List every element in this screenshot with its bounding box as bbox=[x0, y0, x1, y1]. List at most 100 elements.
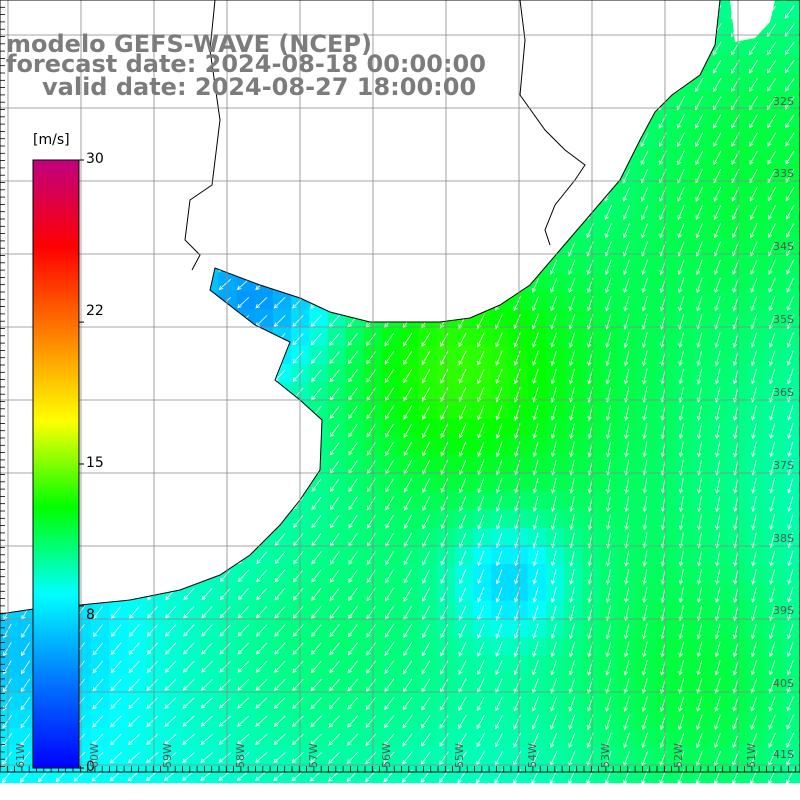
wind-arrow bbox=[551, 496, 557, 513]
wind-arrow bbox=[422, 514, 431, 530]
wind-cell bbox=[327, 564, 347, 583]
lat-label: 40S bbox=[773, 677, 794, 690]
wind-arrow bbox=[109, 733, 122, 746]
wind-arrow bbox=[237, 606, 249, 619]
wind-arrow bbox=[164, 697, 177, 709]
wind-arrow bbox=[733, 496, 739, 513]
wind-cell bbox=[182, 673, 201, 693]
wind-arrow bbox=[255, 679, 268, 691]
wind-arrow bbox=[274, 606, 286, 619]
wind-arrow bbox=[786, 223, 795, 238]
wind-arrow bbox=[385, 460, 394, 475]
wind-arrow bbox=[623, 332, 630, 349]
wind-arrow bbox=[255, 697, 268, 709]
wind-cell bbox=[400, 473, 420, 492]
wind-arrow bbox=[678, 423, 684, 440]
wind-arrow bbox=[329, 369, 340, 383]
wind-arrow bbox=[678, 477, 684, 494]
wind-arrow bbox=[440, 642, 449, 657]
wind-arrow bbox=[127, 733, 140, 746]
wind-cell bbox=[491, 309, 511, 329]
wind-arrow bbox=[696, 623, 703, 640]
wind-arrow bbox=[329, 351, 340, 365]
wind-arrow bbox=[458, 587, 467, 603]
wind-cell bbox=[309, 527, 329, 547]
wind-arrow bbox=[420, 751, 431, 765]
wind-cell bbox=[709, 163, 729, 183]
wind-arrow bbox=[477, 368, 485, 384]
wind-cell bbox=[637, 145, 656, 165]
wind-cell bbox=[564, 728, 583, 747]
wind-arrow bbox=[677, 186, 685, 202]
wind-arrow bbox=[146, 606, 158, 619]
wind-cell bbox=[746, 163, 765, 183]
wind-arrow bbox=[766, 41, 777, 56]
wind-arrow bbox=[696, 678, 703, 694]
wind-arrow bbox=[346, 733, 359, 746]
wind-arrow bbox=[714, 678, 721, 694]
wind-cell bbox=[163, 709, 183, 729]
wind-arrow bbox=[477, 532, 485, 548]
wind-arrow bbox=[403, 532, 412, 548]
wind-arrow bbox=[733, 550, 739, 567]
wind-arrow bbox=[422, 605, 431, 621]
wind-cell bbox=[236, 673, 256, 693]
wind-arrow bbox=[92, 660, 104, 674]
wind-arrow bbox=[678, 696, 685, 712]
wind-arrow bbox=[146, 679, 159, 691]
wind-cell bbox=[527, 382, 547, 401]
wind-arrow bbox=[420, 733, 431, 747]
wind-arrow bbox=[714, 605, 721, 622]
wind-arrow bbox=[622, 205, 630, 221]
wind-arrow bbox=[310, 369, 322, 383]
wind-arrow bbox=[623, 732, 630, 749]
wind-cell bbox=[163, 746, 183, 765]
wind-arrow bbox=[641, 714, 648, 731]
lon-label: 60W bbox=[88, 743, 101, 768]
wind-arrow bbox=[109, 752, 122, 764]
title-valid-date: valid date: 2024-08-27 18:00:00 bbox=[42, 73, 477, 101]
wind-arrow bbox=[309, 752, 322, 764]
wind-arrow bbox=[347, 715, 359, 728]
colorbar-bar bbox=[32, 159, 80, 769]
wind-cell bbox=[473, 709, 492, 729]
wind-cell bbox=[746, 36, 765, 56]
wind-arrow bbox=[785, 187, 795, 202]
wind-arrow bbox=[641, 277, 648, 294]
wind-arrow bbox=[422, 551, 431, 566]
wind-arrow bbox=[714, 332, 721, 349]
wind-arrow bbox=[255, 733, 268, 745]
wind-cell bbox=[345, 364, 365, 383]
wind-cell bbox=[618, 655, 638, 674]
wind-arrow bbox=[347, 351, 358, 365]
wind-cell bbox=[345, 400, 365, 420]
wind-cell bbox=[200, 673, 219, 693]
wind-cell bbox=[618, 218, 638, 238]
wind-arrow bbox=[2, 714, 12, 729]
wind-arrow bbox=[696, 423, 702, 440]
wind-cell bbox=[345, 473, 365, 492]
wind-arrow bbox=[624, 405, 630, 422]
wind-arrow bbox=[550, 587, 557, 603]
wind-cell bbox=[764, 746, 784, 765]
wind-arrow bbox=[292, 587, 304, 601]
wind-arrow bbox=[624, 550, 630, 567]
wind-arrow bbox=[550, 368, 557, 385]
wind-arrow bbox=[291, 715, 304, 728]
wind-arrow bbox=[440, 587, 449, 603]
wind-arrow bbox=[384, 369, 395, 384]
wind-arrow bbox=[769, 550, 776, 567]
wind-arrow bbox=[623, 696, 630, 713]
lon-label: 57W bbox=[307, 743, 320, 768]
wind-arrow bbox=[422, 587, 431, 602]
colorbar-unit: [m/s] bbox=[33, 132, 70, 148]
wind-cell bbox=[728, 527, 747, 547]
wind-arrow bbox=[365, 660, 377, 674]
wind-arrow bbox=[328, 678, 340, 692]
wind-cell bbox=[473, 582, 492, 602]
wind-arrow bbox=[768, 223, 776, 239]
wind-cell bbox=[327, 746, 347, 765]
wind-arrow bbox=[128, 679, 140, 692]
wind-arrow bbox=[532, 350, 539, 367]
wind-arrow bbox=[677, 132, 685, 148]
